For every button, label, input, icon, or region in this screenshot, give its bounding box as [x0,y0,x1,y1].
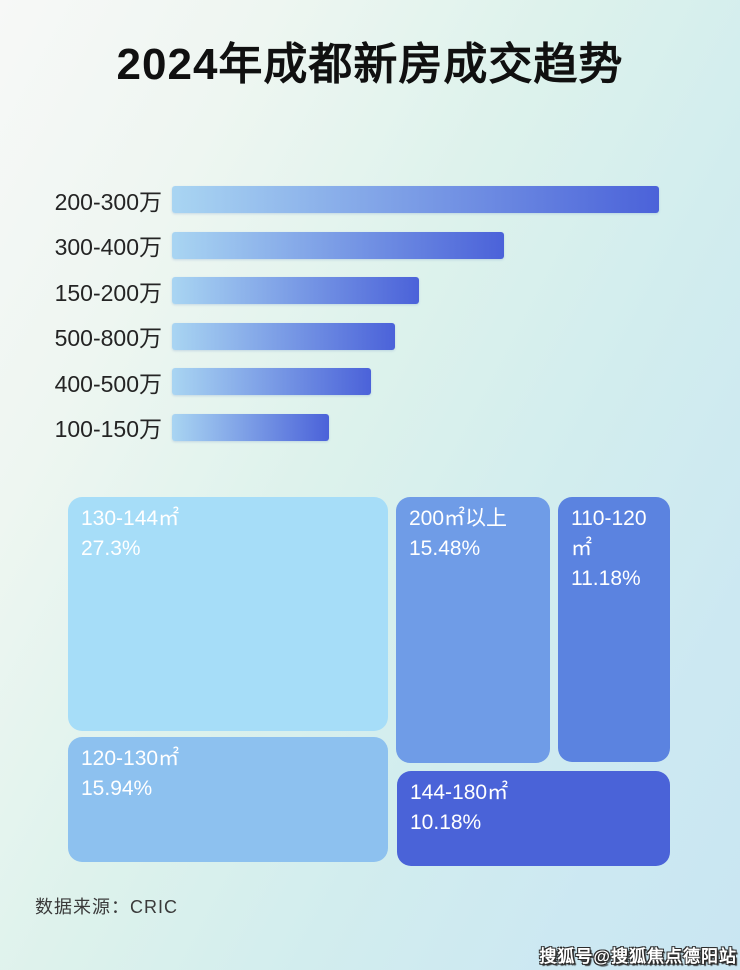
bar-segment [172,231,504,259]
page-title: 2024年成都新房成交趋势 [116,40,624,89]
area-share-treemap: 130-144㎡ 27.3% 120-130㎡ 15.94% 200㎡以上 15… [68,497,672,866]
bar-label: 300-400万 [54,234,162,261]
treemap-range-label: 120-130㎡ [81,747,180,770]
bar-row: 100-150万 [0,405,740,451]
bar-row: 400-500万 [0,359,740,405]
bar-segment [172,277,419,305]
treemap-block-110-120: 110-120㎡ 11.18% [558,497,670,762]
bar-row: 500-800万 [0,314,740,360]
watermark: 搜狐号@搜狐焦点德阳站 [539,947,737,966]
treemap-range-label: 200㎡以上 [409,507,508,530]
treemap-range-label: 144-180㎡ [410,781,509,804]
treemap-range-label: 130-144㎡ [81,507,180,530]
bar-row: 150-200万 [0,268,740,314]
treemap-block-200-plus: 200㎡以上 15.48% [396,497,550,763]
bar-label: 400-500万 [54,370,162,397]
data-source-note: 数据来源：CRIC [35,897,178,917]
treemap-range-label: 110-120㎡ [571,507,647,560]
bar-segment [172,368,371,396]
treemap-block-120-130: 120-130㎡ 15.94% [68,737,388,862]
treemap-percent-label: 11.18% [571,567,641,590]
bar-row: 300-400万 [0,223,740,269]
bar-label: 500-800万 [54,325,162,352]
treemap-percent-label: 15.48% [409,537,481,560]
treemap-percent-label: 27.3% [81,537,141,560]
treemap-percent-label: 15.94% [81,777,153,800]
bar-segment [172,186,659,214]
treemap-percent-label: 10.18% [410,811,482,834]
treemap-block-144-180: 144-180㎡ 10.18% [397,771,670,866]
bar-row: 200-300万 [0,177,740,223]
bar-segment [172,413,329,441]
bar-label: 150-200万 [54,279,162,306]
bar-segment [172,322,395,350]
bar-label: 200-300万 [54,188,162,215]
price-range-bar-chart: 200-300万 300-400万 150-200万 500-800万 400-… [0,177,740,450]
treemap-block-130-144: 130-144㎡ 27.3% [68,497,388,731]
bar-label: 100-150万 [54,416,162,443]
